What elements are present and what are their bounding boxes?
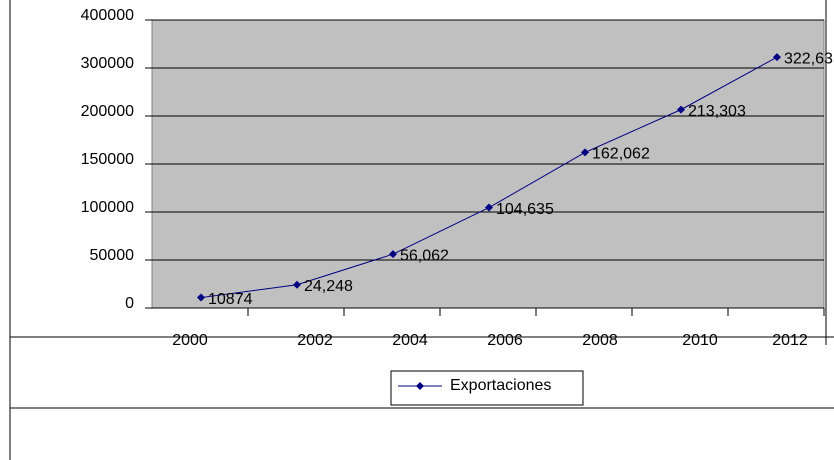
data-point bbox=[581, 148, 589, 157]
data-point bbox=[293, 280, 301, 289]
data-point bbox=[773, 53, 781, 62]
data-label: 213,303 bbox=[688, 103, 746, 120]
legend bbox=[390, 370, 584, 406]
data-label: 162,062 bbox=[592, 146, 650, 163]
x-tick-label: 2006 bbox=[487, 332, 523, 349]
y-tick-label: 100000 bbox=[81, 199, 134, 216]
data-point bbox=[485, 203, 493, 212]
grid: 0 50000 100000 150000 200000 300000 400000 2000… bbox=[81, 7, 825, 349]
x-tick-label: 2000 bbox=[172, 332, 208, 349]
x-tick-label: 2004 bbox=[392, 332, 428, 349]
y-tick-label: 300000 bbox=[81, 55, 134, 72]
y-tick-label: 150000 bbox=[81, 151, 134, 168]
marks: 10874 24,248 56,062 104,635 162,062 213,303 32… bbox=[197, 50, 834, 308]
data-label: 322,635 bbox=[784, 50, 834, 67]
y-tick-label: 200000 bbox=[81, 103, 134, 120]
data-label: 56,062 bbox=[400, 247, 449, 264]
x-tick-label: 2012 bbox=[772, 332, 808, 349]
y-tick-label: 50000 bbox=[90, 247, 135, 264]
data-point bbox=[677, 105, 685, 114]
legend-label: Exportaciones bbox=[450, 377, 551, 394]
legend-marker bbox=[416, 382, 424, 390]
legend-items: Exportaciones bbox=[398, 377, 551, 394]
data-label: 24,248 bbox=[304, 278, 353, 295]
data-point bbox=[197, 293, 205, 302]
y-tick-label: 400000 bbox=[81, 7, 134, 24]
data-point bbox=[389, 250, 397, 259]
x-tick-label: 2010 bbox=[682, 332, 718, 349]
x-tick-label: 2002 bbox=[297, 332, 333, 349]
data-label: 10874 bbox=[208, 291, 253, 308]
y-tick-label: 0 bbox=[125, 295, 134, 312]
x-tick-label: 2008 bbox=[582, 332, 618, 349]
data-label: 104,635 bbox=[496, 201, 554, 218]
